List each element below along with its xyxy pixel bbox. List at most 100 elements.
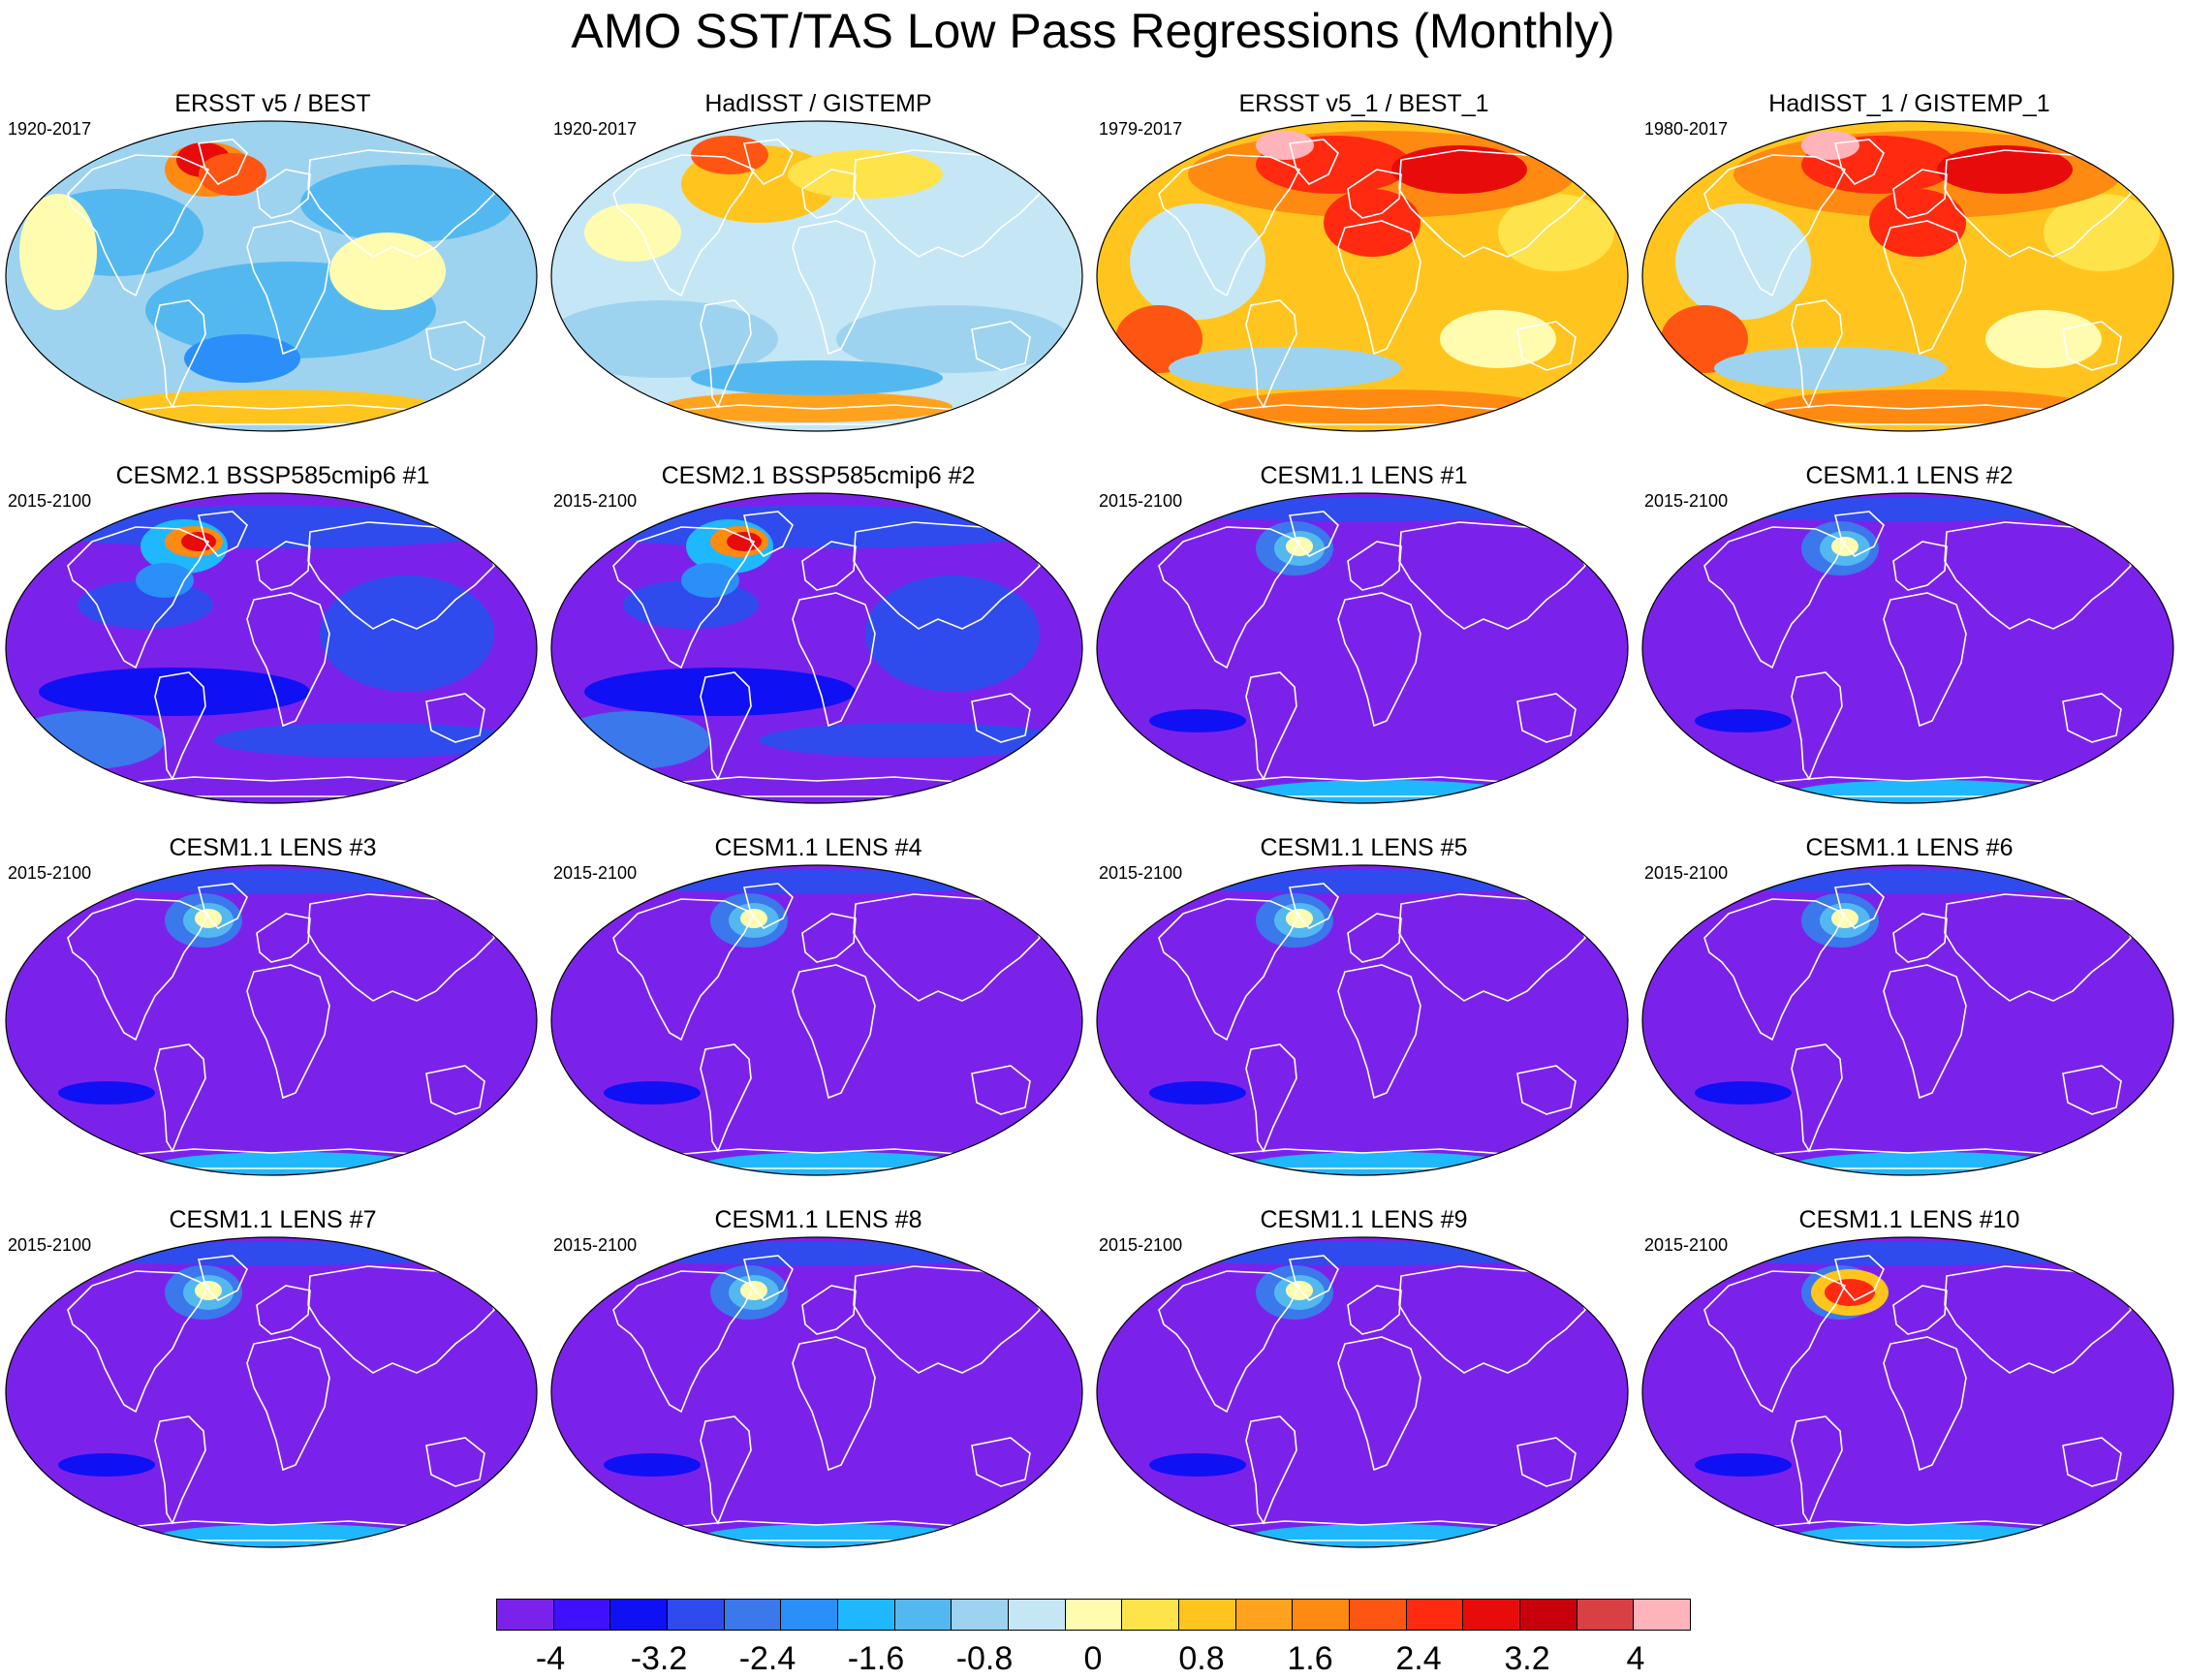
panel-title: CESM1.1 LENS #4 — [714, 834, 922, 861]
anomaly-region — [1695, 709, 1792, 732]
map-field — [551, 1237, 1082, 1547]
panel-title: HadISST_1 / GISTEMP_1 — [1768, 90, 2050, 117]
europe-coastline — [1892, 913, 1948, 963]
anomaly-region — [1286, 537, 1313, 556]
map-panel: CESM1.1 LENS #4 2015-2100 — [546, 833, 1091, 1198]
north-america-coastline — [1703, 154, 1847, 297]
anomaly-region — [1937, 145, 2073, 194]
panel-years: 2015-2100 — [1644, 491, 1729, 511]
anomaly-region — [39, 668, 310, 716]
world-map — [550, 864, 1083, 1176]
australia-coastline — [1516, 321, 1577, 371]
europe-coastline — [1347, 541, 1402, 591]
australia-coastline — [1516, 693, 1577, 743]
africa-coastline — [792, 592, 876, 728]
anomaly-region — [1130, 203, 1265, 320]
panel-years: 2015-2100 — [1099, 863, 1183, 883]
anomaly-region — [1149, 1453, 1246, 1477]
anomaly-region — [199, 153, 266, 196]
map-panel: ERSST v5_1 / BEST_1 1979-2017 — [1091, 89, 1637, 453]
anomaly-region — [1391, 145, 1527, 194]
anomaly-region — [1675, 203, 1811, 320]
north-america-coastline — [1703, 526, 1847, 669]
colorbar-swatch — [837, 1599, 895, 1631]
world-map — [550, 492, 1083, 804]
map-outline — [1096, 492, 1629, 804]
map-panel: CESM1.1 LENS #10 2015-2100 — [1637, 1205, 2182, 1570]
panel-years: 2015-2100 — [553, 1235, 638, 1255]
world-map — [1096, 492, 1629, 804]
north-america-coastline — [67, 898, 210, 1042]
world-map — [1096, 1236, 1629, 1548]
map-outline — [1641, 1236, 2174, 1548]
anomaly-region — [565, 506, 1069, 548]
africa-coastline — [792, 1336, 876, 1472]
map-outline — [5, 120, 538, 432]
figure-title: AMO SST/TAS Low Pass Regressions (Monthl… — [571, 4, 1615, 58]
colorbar-swatch — [1519, 1599, 1577, 1631]
africa-coastline — [246, 592, 330, 728]
map-outline — [5, 1236, 538, 1548]
anomaly-region — [594, 1242, 1040, 1265]
colorbar-tick-label: -4 — [535, 1640, 566, 1677]
africa-coastline — [1883, 964, 1967, 1100]
africa-coastline — [246, 1336, 330, 1472]
greenland-coastline — [197, 1255, 248, 1301]
world-map — [5, 1236, 538, 1548]
anomaly-region — [184, 334, 300, 383]
south-america-coastline — [1791, 1043, 1843, 1153]
colorbar-swatch — [1121, 1599, 1179, 1631]
map-field — [1642, 121, 2173, 431]
anomaly-region — [584, 203, 681, 262]
anomaly-region — [181, 532, 216, 551]
map-background-field — [1097, 1237, 1628, 1547]
anomaly-region — [740, 1281, 767, 1300]
greenland-coastline — [1833, 1255, 1885, 1301]
anomaly-region — [727, 532, 762, 551]
colorbar-swatch — [1349, 1599, 1407, 1631]
greenland-coastline — [1288, 139, 1339, 185]
anomaly-region — [1763, 389, 2092, 424]
map-panel: ERSST v5 / BEST 1920-2017 — [0, 89, 546, 453]
greenland-coastline — [742, 139, 794, 185]
south-america-coastline — [1245, 299, 1297, 409]
anomaly-region — [1985, 310, 2102, 368]
colorbar-swatch — [667, 1599, 725, 1631]
north-america-coastline — [1703, 1270, 1847, 1414]
south-america-coastline — [1245, 1416, 1297, 1525]
greenland-coastline — [1833, 511, 1885, 557]
map-panel: CESM1.1 LENS #6 2015-2100 — [1637, 833, 2182, 1198]
africa-coastline — [246, 964, 330, 1100]
map-background-field — [551, 1237, 1082, 1547]
north-america-coastline — [1158, 898, 1301, 1042]
world-map — [5, 120, 538, 432]
panel-years: 2015-2100 — [1644, 1235, 1729, 1255]
map-panel: CESM1.1 LENS #5 2015-2100 — [1091, 833, 1637, 1198]
panel-title: CESM2.1 BSSP585cmip6 #1 — [115, 462, 430, 489]
europe-coastline — [256, 913, 311, 963]
panel-years: 1979-2017 — [1099, 119, 1183, 139]
anomaly-region — [1115, 305, 1202, 373]
south-america-coastline — [700, 671, 752, 781]
map-field — [551, 865, 1082, 1175]
europe-coastline — [801, 541, 857, 591]
europe-coastline — [1347, 169, 1402, 219]
map-outline — [550, 864, 1083, 1176]
panel-years: 2015-2100 — [553, 863, 638, 883]
map-outline — [1641, 120, 2174, 432]
africa-coastline — [1883, 1336, 1967, 1472]
map-outline — [550, 1236, 1083, 1548]
colorbar-swatch — [1292, 1599, 1350, 1631]
europe-coastline — [801, 913, 857, 963]
europe-coastline — [1347, 1285, 1402, 1335]
australia-coastline — [971, 1065, 1031, 1115]
anomaly-region — [1256, 131, 1314, 160]
anomaly-region — [48, 870, 494, 893]
south-america-coastline — [154, 1043, 206, 1153]
map-panel: CESM1.1 LENS #8 2015-2100 — [546, 1205, 1091, 1570]
south-america-coastline — [154, 671, 206, 781]
anomaly-region — [788, 150, 943, 199]
colorbar-tick-label: -2.4 — [738, 1640, 796, 1677]
europe-coastline — [256, 169, 311, 219]
africa-coastline — [1883, 592, 1967, 728]
